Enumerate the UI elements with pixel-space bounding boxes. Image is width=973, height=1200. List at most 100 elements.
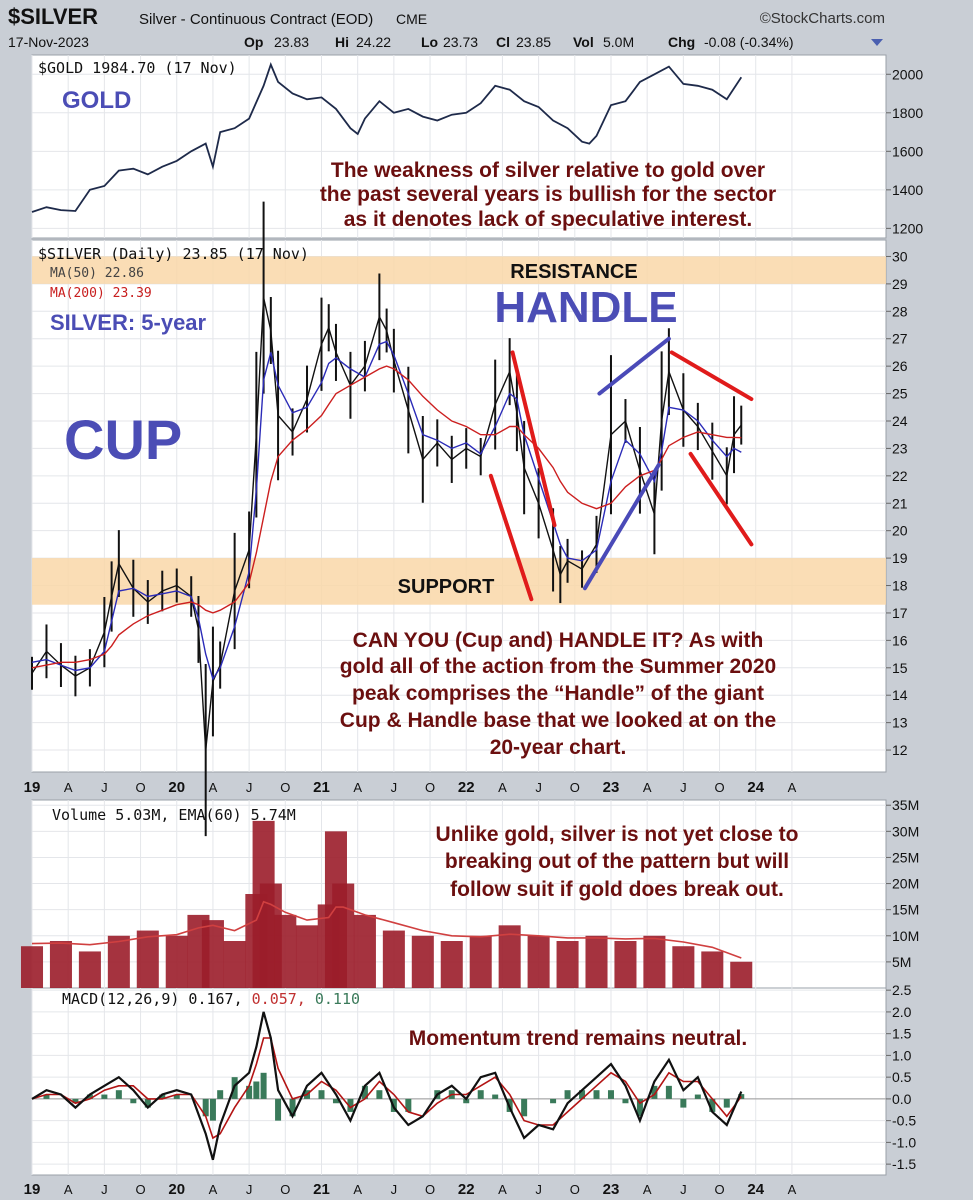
volume-annotation: Unlike gold, silver is not yet close to … [436,823,799,901]
support-label: SUPPORT [398,576,495,598]
macd-histogram-bar [332,1098,339,1104]
macd-histogram-bar [579,1090,586,1099]
blue-trend-line [597,336,671,396]
macd-histogram-bar [564,1090,571,1099]
y-tick-label: 2.0 [892,1004,912,1020]
y-tick-label: 2.5 [892,982,912,998]
macd-histogram-bar [72,1098,79,1104]
x-tick-label: O [714,780,724,795]
x-tick-label: 22 [458,779,475,796]
x-tick-label: A [353,1182,362,1197]
gold-annotation-line-2: the past several years is bullish for th… [320,183,776,206]
macd-line [31,1011,743,1161]
macd-series [31,1011,886,1161]
volume-bar [527,935,550,988]
y-tick-label: 1600 [892,143,923,159]
macd-histogram-bar [318,1090,325,1099]
volume-ema-line [31,900,742,959]
red-trend-line [669,350,754,402]
cl-value: 23.85 [516,34,551,50]
x-tick-label: A [498,1182,507,1197]
x-tick-label: J [680,780,687,795]
silver-price-line [31,297,742,751]
silver-y-axis: 30 29 28 27 26 25 24 23 22 21 20 19 18 17 16 15 14 13 12 [32,248,908,758]
macd-legend: MACD(12,26,9) 0.167, 0.057, 0.110 [62,990,360,1008]
x-tick-label: 23 [603,1181,620,1198]
y-tick-label: 21 [892,495,908,511]
silver-annotation-line-5: 20-year chart. [490,736,627,759]
y-tick-label: -1.0 [892,1134,916,1150]
gold-annotation: The weakness of silver relative to gold … [320,159,776,231]
y-tick-label: 24 [892,413,908,429]
volume-bar [382,930,405,988]
chg-label: Chg [668,34,695,50]
volume-bar [440,941,463,988]
gold-y-axis: 2000 1800 1600 1400 1200 [32,66,923,236]
volume-bar [411,935,434,988]
y-tick-label: 25 [892,386,908,402]
y-tick-label: -1.5 [892,1156,916,1172]
macd-histogram-bar [521,1098,528,1117]
macd-histogram-bar [694,1094,701,1099]
x-tick-label: J [535,1182,542,1197]
volume-annotation-line-3: follow suit if gold does break out. [450,878,784,901]
ma50-legend: MA(50) 22.86 [50,266,144,281]
y-tick-label: 28 [892,303,908,319]
macd-histogram-bar [202,1098,209,1117]
volume-bar [353,914,376,988]
x-tick-label: O [425,1182,435,1197]
silver-annotation-line-1: CAN YOU (Cup and) HANDLE IT? As with [353,629,764,652]
y-tick-label: 26 [892,358,908,374]
x-tick-label: J [101,780,108,795]
volume-bar [498,925,521,988]
macd-histogram-bar [636,1098,643,1117]
y-tick-label: 2000 [892,66,923,82]
panel-gold [31,54,887,239]
y-tick-label: 15M [892,902,919,918]
macd-histogram-bar [723,1098,730,1108]
y-tick-label: 29 [892,276,908,292]
y-tick-label: 0.5 [892,1069,912,1085]
volume-legend: Volume 5.03M, EMA(60) 5.74M [52,806,296,824]
gold-legend: $GOLD 1984.70 (17 Nov) [38,59,237,77]
x-tick-label: O [280,780,290,795]
hi-value: 24.22 [356,34,391,50]
volume-bar [165,935,188,988]
macd-histogram-bar [665,1085,672,1099]
x-tick-label: 19 [24,779,41,796]
hi-label: Hi [335,34,349,50]
panel-frames [31,54,887,1176]
macd-histogram-bar [463,1098,470,1104]
volume-bar [469,935,492,988]
volume-bar [20,946,44,988]
y-tick-label: 27 [892,331,908,347]
macd-histogram-bar [607,1090,614,1099]
x-tick-label: O [280,1182,290,1197]
y-tick-label: 1200 [892,220,923,236]
y-tick-label: 12 [892,742,908,758]
silver-annotation: CAN YOU (Cup and) HANDLE IT? As with gol… [340,629,776,759]
cup-label: CUP [64,408,182,471]
x-tick-label: J [246,1182,253,1197]
volume-bar [78,951,101,988]
y-tick-label: 22 [892,468,908,484]
x-tick-label: J [535,780,542,795]
volume-series [20,820,753,988]
x-tick-label: A [788,1182,797,1197]
y-tick-label: 1400 [892,182,923,198]
volume-annotation-line-1: Unlike gold, silver is not yet close to [436,823,799,846]
y-tick-label: 1800 [892,105,923,121]
chg-value: -0.08 (-0.34%) [704,34,793,50]
macd-histogram-bar [275,1098,282,1121]
y-tick-label: 35M [892,797,919,813]
macd-annotation: Momentum trend remains neutral. [409,1027,747,1050]
macd-histogram-bar [260,1072,267,1099]
x-tick-label: 19 [24,1181,41,1198]
op-value: 23.83 [274,34,309,50]
exchange-label: CME [396,11,427,27]
x-tick-label: A [498,780,507,795]
dropdown-arrow-icon[interactable] [871,39,883,46]
y-tick-label: 10M [892,928,919,944]
macd-histogram-bar [246,1085,253,1099]
x-tick-label: J [680,1182,687,1197]
